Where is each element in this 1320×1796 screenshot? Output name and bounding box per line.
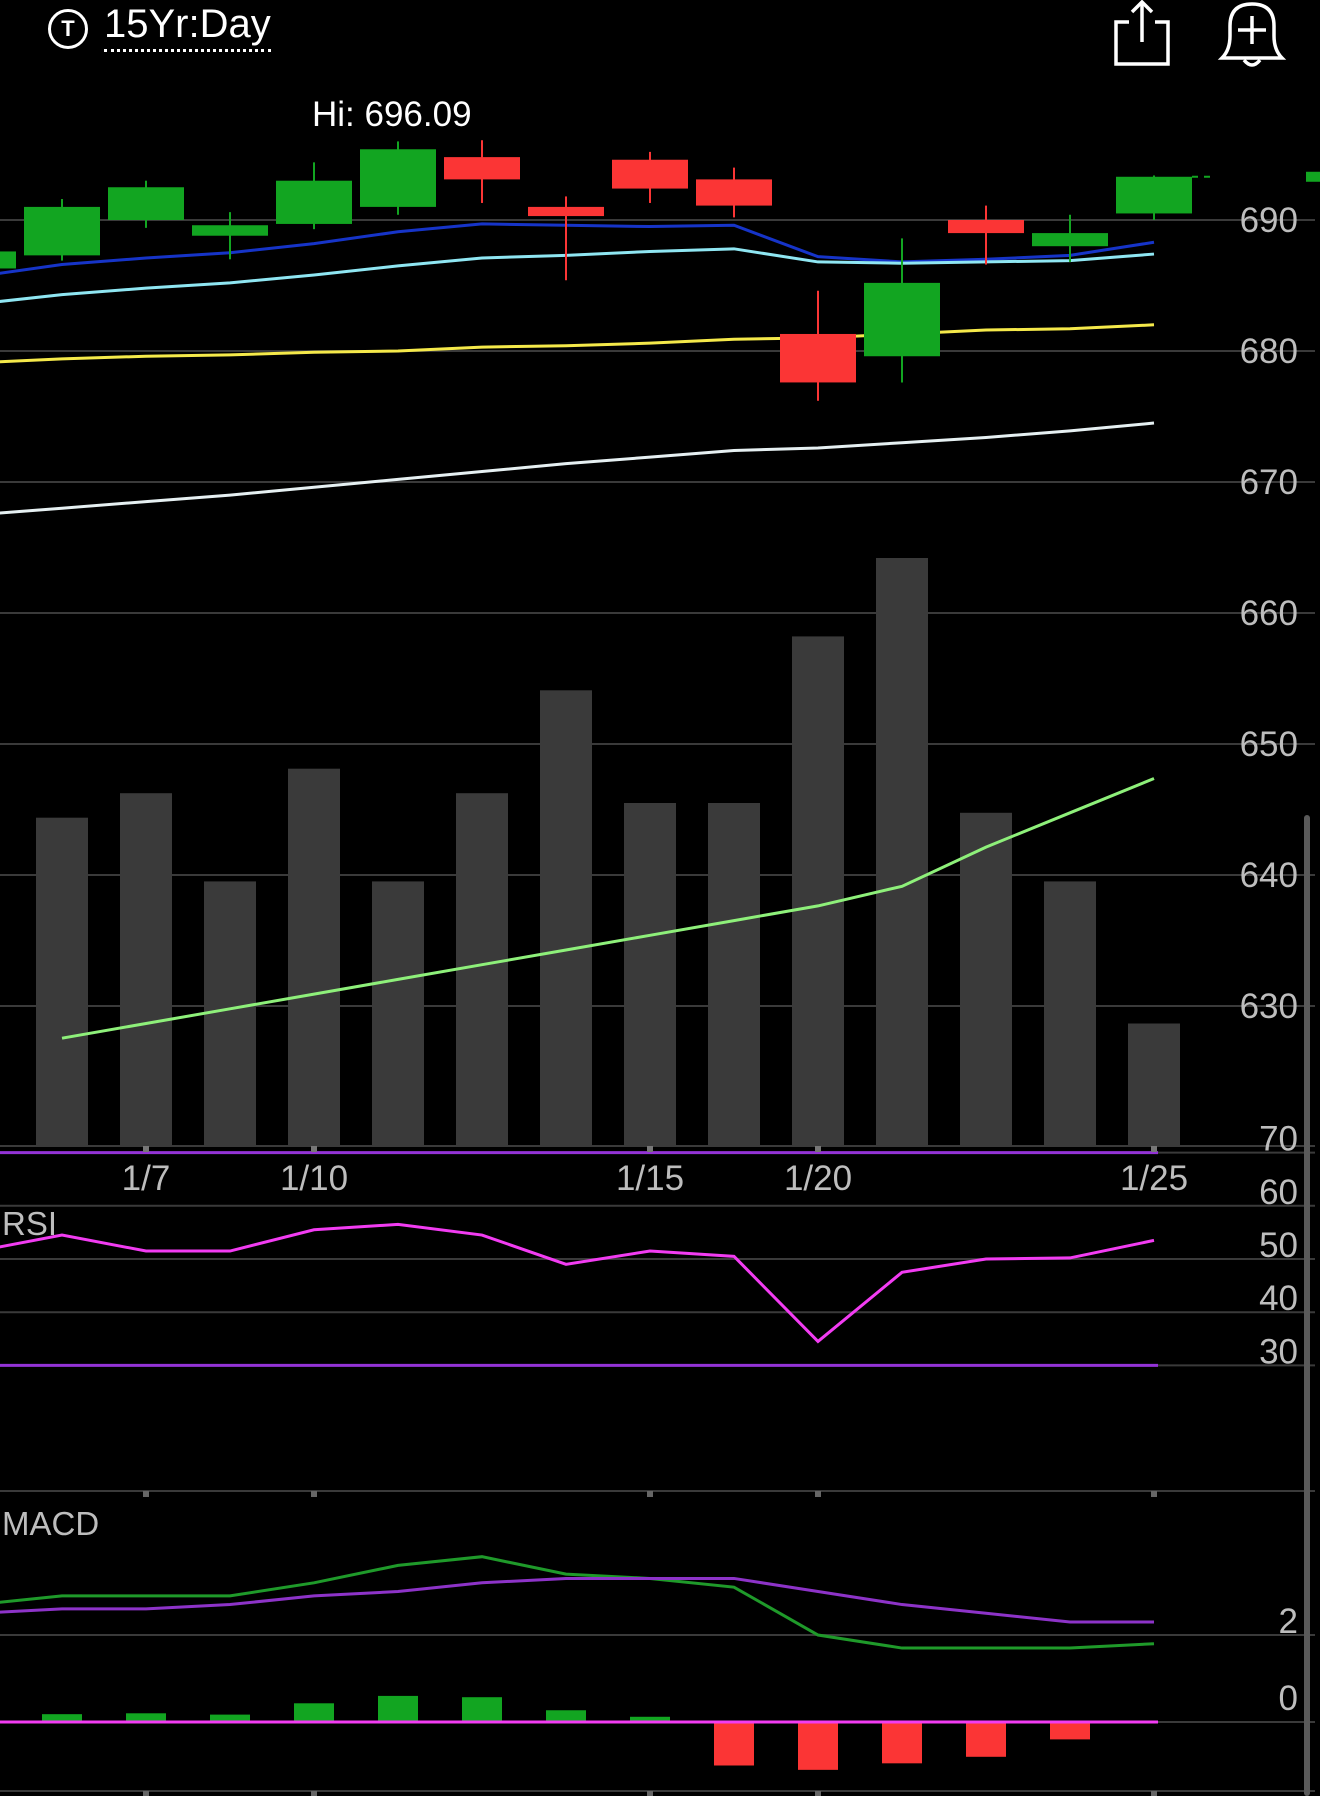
macd-histogram-bar <box>546 1710 586 1722</box>
candle-body <box>444 157 520 180</box>
volume-bar <box>372 881 424 1146</box>
x-axis-label: 1/15 <box>616 1159 684 1198</box>
interval-selector[interactable]: 15Yr:Day <box>104 2 271 52</box>
volume-bar <box>624 803 676 1146</box>
last-price-marker <box>1306 171 1320 182</box>
add-alert-button[interactable] <box>1214 0 1292 70</box>
price-axis-label: 660 <box>1240 594 1298 633</box>
volume-bar <box>36 817 88 1146</box>
x-axis-label: 1/25 <box>1120 1159 1188 1198</box>
price-axis-label: 630 <box>1240 987 1298 1026</box>
candle-body <box>780 333 856 383</box>
volume-bar <box>288 768 340 1146</box>
rsi-axis-label: 70 <box>1259 1120 1298 1159</box>
candle-body <box>24 206 100 256</box>
candle-body <box>528 206 604 217</box>
share-button[interactable] <box>1108 0 1178 70</box>
macd-histogram-bar <box>630 1716 670 1722</box>
x-axis-label: 1/20 <box>784 1159 852 1198</box>
share-icon <box>1114 0 1170 66</box>
rsi-axis-label: 50 <box>1259 1226 1298 1265</box>
macd-histogram-bar <box>294 1703 334 1722</box>
macd-histogram-bar <box>1050 1722 1090 1740</box>
macd-histogram-bar <box>966 1722 1006 1757</box>
candle-body <box>1116 176 1192 214</box>
high-price-label: Hi: 696.09 <box>312 95 472 134</box>
macd-histogram-bar <box>798 1722 838 1770</box>
volume-ma-line <box>61 777 1155 1040</box>
price-axis-label: 640 <box>1240 856 1298 895</box>
candle-body <box>948 220 1024 234</box>
candle-body <box>696 179 772 206</box>
volume-bar <box>792 636 844 1146</box>
macd-axis-label: 2 <box>1279 1602 1298 1641</box>
macd-histogram-bar <box>126 1713 166 1722</box>
candle-body <box>360 149 436 207</box>
volume-bar <box>708 803 760 1146</box>
candle-body <box>0 251 16 269</box>
candle-body <box>108 187 184 220</box>
volume-bar <box>960 812 1012 1146</box>
x-axis-label: 1/7 <box>122 1159 171 1198</box>
rsi-title: RSI <box>2 1205 57 1242</box>
rsi-axis-label: 40 <box>1259 1279 1298 1318</box>
macd-histogram-bar <box>462 1697 502 1722</box>
macd-axis-label: 0 <box>1279 1679 1298 1718</box>
volume-bar <box>204 881 256 1146</box>
macd-signal-line <box>0 1576 1154 1624</box>
candle-body <box>192 225 268 236</box>
candle-body <box>276 180 352 224</box>
chart-scrollbar[interactable] <box>1304 815 1310 1796</box>
symbol-type-icon: T <box>48 9 88 49</box>
x-axis-label: 1/10 <box>280 1159 348 1198</box>
bell-plus-icon <box>1217 2 1287 67</box>
macd-histogram-bar <box>42 1714 82 1722</box>
price-axis-label: 690 <box>1240 201 1298 240</box>
volume-bar <box>1044 881 1096 1146</box>
volume-bar <box>1128 1023 1180 1146</box>
macd-histogram-bar <box>882 1722 922 1764</box>
macd-title: MACD <box>2 1505 99 1542</box>
macd-histogram-bar <box>210 1714 250 1722</box>
macd-histogram-bar <box>378 1695 418 1722</box>
moving-average-line-4 <box>0 421 1155 515</box>
price-axis-label: 650 <box>1240 725 1298 764</box>
macd-histogram-bar <box>714 1722 754 1766</box>
volume-bar <box>120 793 172 1146</box>
candle-body <box>612 159 688 189</box>
rsi-axis-label: 60 <box>1259 1173 1298 1212</box>
rsi-axis-label: 30 <box>1259 1332 1298 1371</box>
moving-average-line-3 <box>0 323 1155 364</box>
volume-bar <box>876 558 928 1146</box>
macd-line <box>0 1555 1155 1650</box>
price-axis-label: 670 <box>1240 463 1298 502</box>
candle-body <box>1032 233 1108 247</box>
rsi-line <box>0 1222 1155 1344</box>
chart-toolbar: T 15Yr:Day <box>0 0 1320 80</box>
candle-body <box>864 282 940 357</box>
volume-bar <box>456 793 508 1146</box>
price-axis-label: 680 <box>1240 332 1298 371</box>
volume-bar <box>540 690 592 1146</box>
